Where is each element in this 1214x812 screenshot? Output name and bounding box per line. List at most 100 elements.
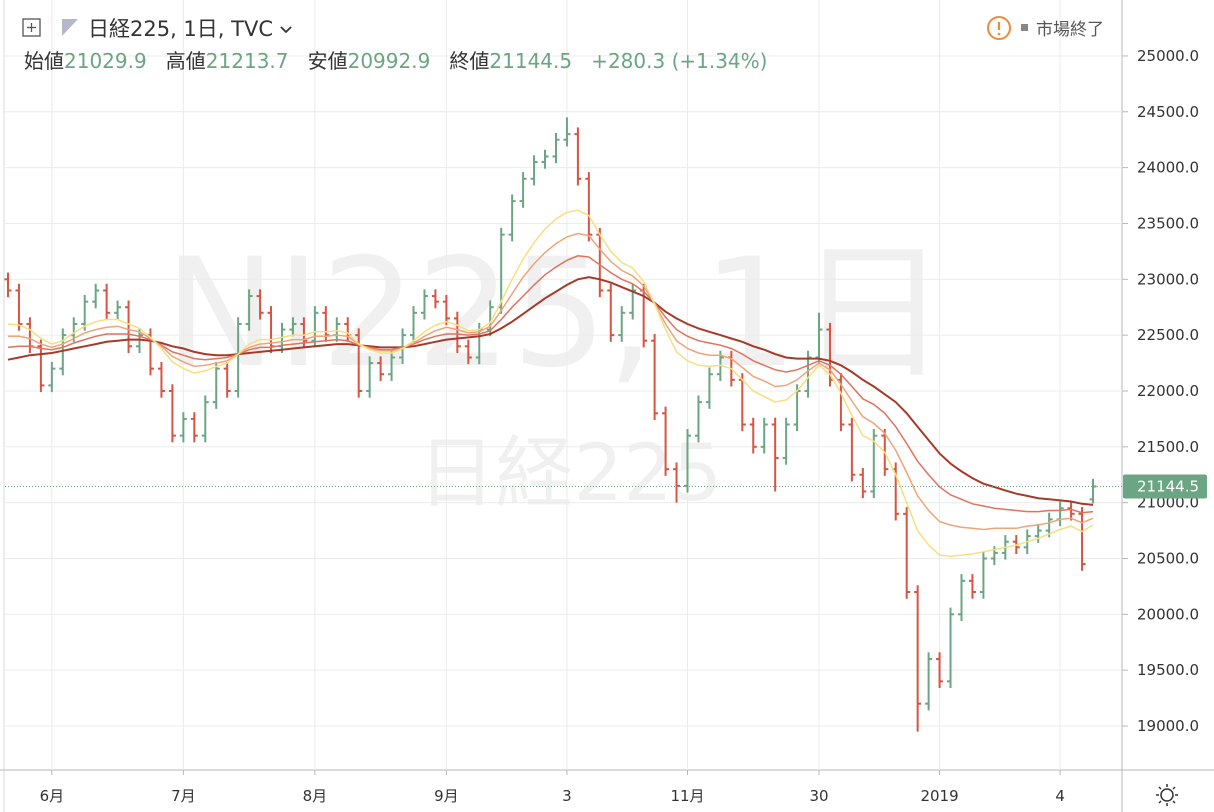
ohlc-bar [530, 155, 538, 186]
last-price-label: 21144.5 [1137, 478, 1199, 496]
settings-icon[interactable] [1156, 784, 1178, 806]
ohlc-bar [694, 395, 702, 443]
ohlc-bar [59, 328, 67, 376]
ohlc-bar [1056, 501, 1064, 527]
change-percent: (+1.34%) [671, 49, 768, 73]
ohlc-bar [673, 462, 681, 503]
y-tick-label: 22000.0 [1137, 382, 1199, 400]
ohlc-bar [651, 334, 659, 421]
ohlc-bar [705, 367, 713, 409]
ohlc-bar [925, 652, 933, 711]
ohlc-bar [859, 468, 867, 499]
ohlc-bar [968, 574, 976, 599]
open-label: 始値 [24, 49, 64, 73]
ohlc-bar [190, 412, 198, 443]
ohlc-bar [629, 283, 637, 320]
y-tick-label: 24000.0 [1137, 159, 1199, 177]
ohlc-bar [453, 311, 461, 354]
watermark-name: 日経225 [418, 429, 723, 519]
open-value: 21029.9 [64, 49, 147, 73]
low-value: 20992.9 [347, 49, 431, 73]
ohlc-bar [782, 417, 790, 465]
x-tick-label: 30 [809, 787, 828, 805]
ohlc-bar [683, 428, 691, 493]
ohlc-bar [201, 395, 209, 443]
low-label: 安値 [307, 49, 348, 73]
ohlc-bar [355, 328, 363, 398]
ohlc-bar [431, 289, 439, 309]
ohlc-bar [464, 339, 472, 365]
ohlc-bar [585, 172, 593, 242]
ohlc-bar [212, 361, 220, 409]
chevron[interactable] [279, 24, 293, 36]
moving-average-line [7, 255, 1094, 514]
ohlc-bar [245, 289, 253, 331]
alert-icon[interactable] [986, 15, 1012, 41]
ohlc-bar [563, 117, 571, 147]
x-tick-label: 9月 [434, 787, 459, 805]
ohlc-bar [771, 417, 779, 492]
y-tick-label: 23500.0 [1137, 214, 1199, 232]
ohlc-bar [125, 300, 133, 354]
high-label: 高値 [165, 49, 206, 73]
add-icon[interactable] [22, 18, 42, 38]
ohlc-bar [903, 507, 911, 599]
symbol-title[interactable]: 日経225, 1日, TVC [88, 13, 293, 43]
ohlc-bar [388, 350, 396, 381]
ohlc-bar [92, 283, 100, 309]
y-tick-label: 19500.0 [1137, 661, 1199, 679]
ohlc-bar [81, 294, 89, 331]
market-status: 市場終了 [1036, 20, 1104, 40]
close-label: 終値 [449, 49, 490, 73]
ohlc-bar [914, 585, 922, 732]
ohlc-bar [936, 652, 944, 689]
ohlc-bar [256, 289, 264, 320]
ohlc-bar [607, 283, 615, 342]
y-tick-label: 20000.0 [1137, 605, 1199, 623]
ohlc-legend: 始値21029.9 高値21213.7 安値20992.9 終値21144.5 … [24, 45, 767, 74]
ohlc-bar [114, 300, 122, 320]
y-tick-label: 24500.0 [1137, 103, 1199, 121]
high-value: 21213.7 [205, 49, 289, 73]
ohlc-bar [179, 412, 187, 443]
ohlc-bar [541, 149, 549, 169]
y-tick-label: 19000.0 [1137, 717, 1199, 735]
ribbon [7, 209, 1094, 558]
ohlc-bar [1089, 478, 1097, 504]
y-tick-label: 21500.0 [1137, 438, 1199, 456]
flag-icon [62, 19, 78, 36]
close-value: 21144.5 [489, 49, 573, 73]
last-price-tag [1123, 474, 1207, 499]
x-tick-label: 2019 [920, 787, 958, 805]
axes: 19000.019500.020000.020500.021000.021500… [5, 47, 1207, 805]
bars [4, 117, 1097, 732]
x-tick-label: 8月 [303, 787, 328, 805]
ohlc-bar [157, 361, 165, 398]
ohlc-bar [103, 283, 111, 320]
ohlc-bar [366, 356, 374, 398]
moving-average-line [8, 232, 1094, 531]
title[interactable]: 日経225, 1日, TVC [88, 17, 274, 41]
y-tick-label: 22500.0 [1137, 326, 1199, 344]
x-tick-label: 4 [1055, 787, 1065, 805]
ohlc-bar [15, 283, 23, 331]
ohlc-bar [289, 317, 297, 337]
ohlc-bar [311, 306, 319, 348]
moving-average-line [7, 276, 1094, 506]
ohlc-bar [234, 317, 242, 398]
ohlc-bar [848, 417, 856, 482]
ohlc-bar [508, 194, 516, 242]
x-tick-label: 11月 [670, 787, 704, 805]
ohlc-bar [168, 384, 176, 443]
ohlc-bar [947, 607, 955, 689]
ohlc-bar [1078, 507, 1086, 571]
ohlc-bar [48, 361, 56, 393]
ohlc-bar [420, 289, 428, 320]
ohlc-bar [979, 551, 987, 599]
status-dot [1021, 24, 1028, 31]
moving-average-line [7, 209, 1094, 558]
ohlc-bar [4, 272, 12, 298]
ohlc-bar [749, 417, 757, 454]
